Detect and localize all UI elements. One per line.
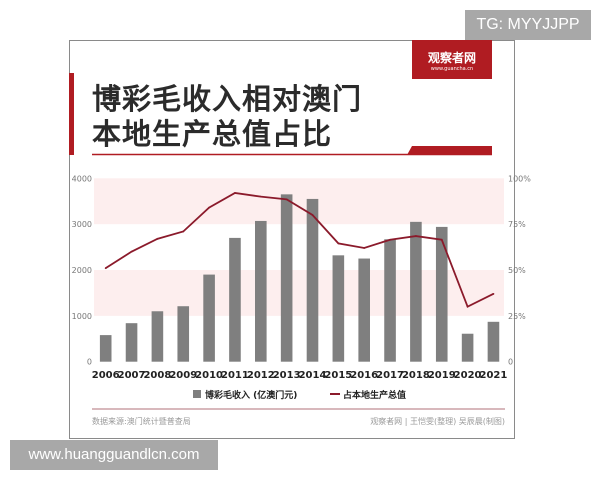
bar-2008 — [151, 311, 164, 362]
bar-2019 — [435, 226, 448, 362]
x-axis-tick: 2017 — [376, 370, 404, 381]
x-axis-tick: 2010 — [195, 370, 223, 381]
line-point-2017 — [389, 238, 391, 241]
line-point-2012 — [259, 195, 262, 198]
line-point-2006 — [104, 267, 107, 270]
left-axis-tick: 2000 — [72, 266, 92, 275]
right-axis-tick: 0 — [508, 358, 513, 367]
x-axis-tick: 2006 — [92, 370, 120, 381]
bar-2020 — [461, 333, 474, 362]
line-point-2010 — [208, 206, 211, 209]
right-axis-tick: 50% — [508, 266, 526, 275]
bar-2014 — [306, 198, 319, 362]
bar-2018 — [410, 221, 422, 362]
line-point-2016 — [363, 247, 366, 249]
line-point-2011 — [234, 192, 236, 194]
line-point-2015 — [337, 242, 340, 245]
right-axis-tick: 100% — [508, 174, 531, 183]
x-axis-tick: 2007 — [118, 370, 146, 381]
left-axis-tick: 0 — [87, 358, 92, 367]
bar-2006 — [99, 335, 112, 362]
x-axis-tick: 2008 — [143, 370, 171, 381]
left-axis-tick: 4000 — [72, 174, 92, 183]
line-point-2020 — [466, 305, 469, 308]
title-accent-bar — [69, 73, 74, 155]
line-point-2007 — [130, 250, 133, 253]
bar-2010 — [203, 274, 215, 362]
x-axis-tick: 2020 — [454, 370, 482, 381]
x-axis-tick: 2021 — [480, 370, 508, 381]
line-point-2019 — [440, 238, 443, 241]
legend-bar-label: 博彩毛收入 (亿澳门元) — [205, 389, 297, 401]
bar-2016 — [358, 258, 370, 362]
bar-2009 — [177, 306, 190, 362]
logo-text: 观察者网 — [427, 51, 476, 65]
x-axis-tick: 2014 — [299, 370, 327, 381]
left-axis-tick: 1000 — [72, 312, 92, 321]
x-axis-tick: 2018 — [402, 370, 430, 381]
legend-line-label: 占本地生产总值 — [343, 389, 406, 401]
bar-2007 — [125, 323, 138, 362]
chart-title-line2: 本地生产总值占比 — [92, 117, 333, 151]
line-point-2013 — [285, 198, 288, 201]
bar-2021 — [487, 321, 500, 362]
line-point-2009 — [182, 230, 185, 233]
line-point-2018 — [415, 235, 417, 237]
website-watermark: www.huangguandlcn.com — [10, 440, 218, 470]
grid-band — [94, 270, 504, 316]
title-underline-tab — [407, 146, 492, 155]
left-axis-tick: 3000 — [72, 220, 92, 229]
bar-2015 — [332, 255, 345, 362]
grid-band — [94, 178, 504, 225]
line-point-2008 — [156, 237, 159, 240]
line-point-2021 — [492, 292, 495, 295]
right-axis-tick: 75% — [508, 220, 526, 229]
x-axis-tick: 2013 — [273, 370, 301, 381]
credit: 观察者网 | 王恺雯(整理) 吴辰晨(制图) — [370, 416, 505, 426]
bar-2011 — [229, 237, 241, 362]
x-axis-tick: 2016 — [350, 370, 378, 381]
x-axis-tick: 2011 — [221, 370, 249, 381]
bar-2012 — [255, 220, 267, 362]
x-axis-tick: 2012 — [247, 370, 275, 381]
tg-tag-overlay: TG: MYYJJPP — [465, 10, 591, 40]
bar-2013 — [280, 194, 293, 362]
data-source: 数据来源:澳门统计暨普查局 — [92, 416, 191, 426]
bar-2017 — [384, 239, 396, 362]
chart-title-line1: 博彩毛收入相对澳门 — [92, 82, 363, 116]
line-point-2014 — [311, 214, 314, 216]
x-axis-tick: 2015 — [324, 370, 352, 381]
legend-bar-swatch — [193, 390, 201, 398]
logo-url: www.guancha.cn — [430, 66, 474, 72]
x-axis-tick: 2019 — [428, 370, 456, 381]
gdp-share-line — [105, 192, 494, 308]
guancha-logo: 观察者网 www.guancha.cn — [412, 40, 492, 79]
x-axis-tick: 2009 — [169, 370, 197, 381]
right-axis-tick: 25% — [508, 312, 526, 321]
